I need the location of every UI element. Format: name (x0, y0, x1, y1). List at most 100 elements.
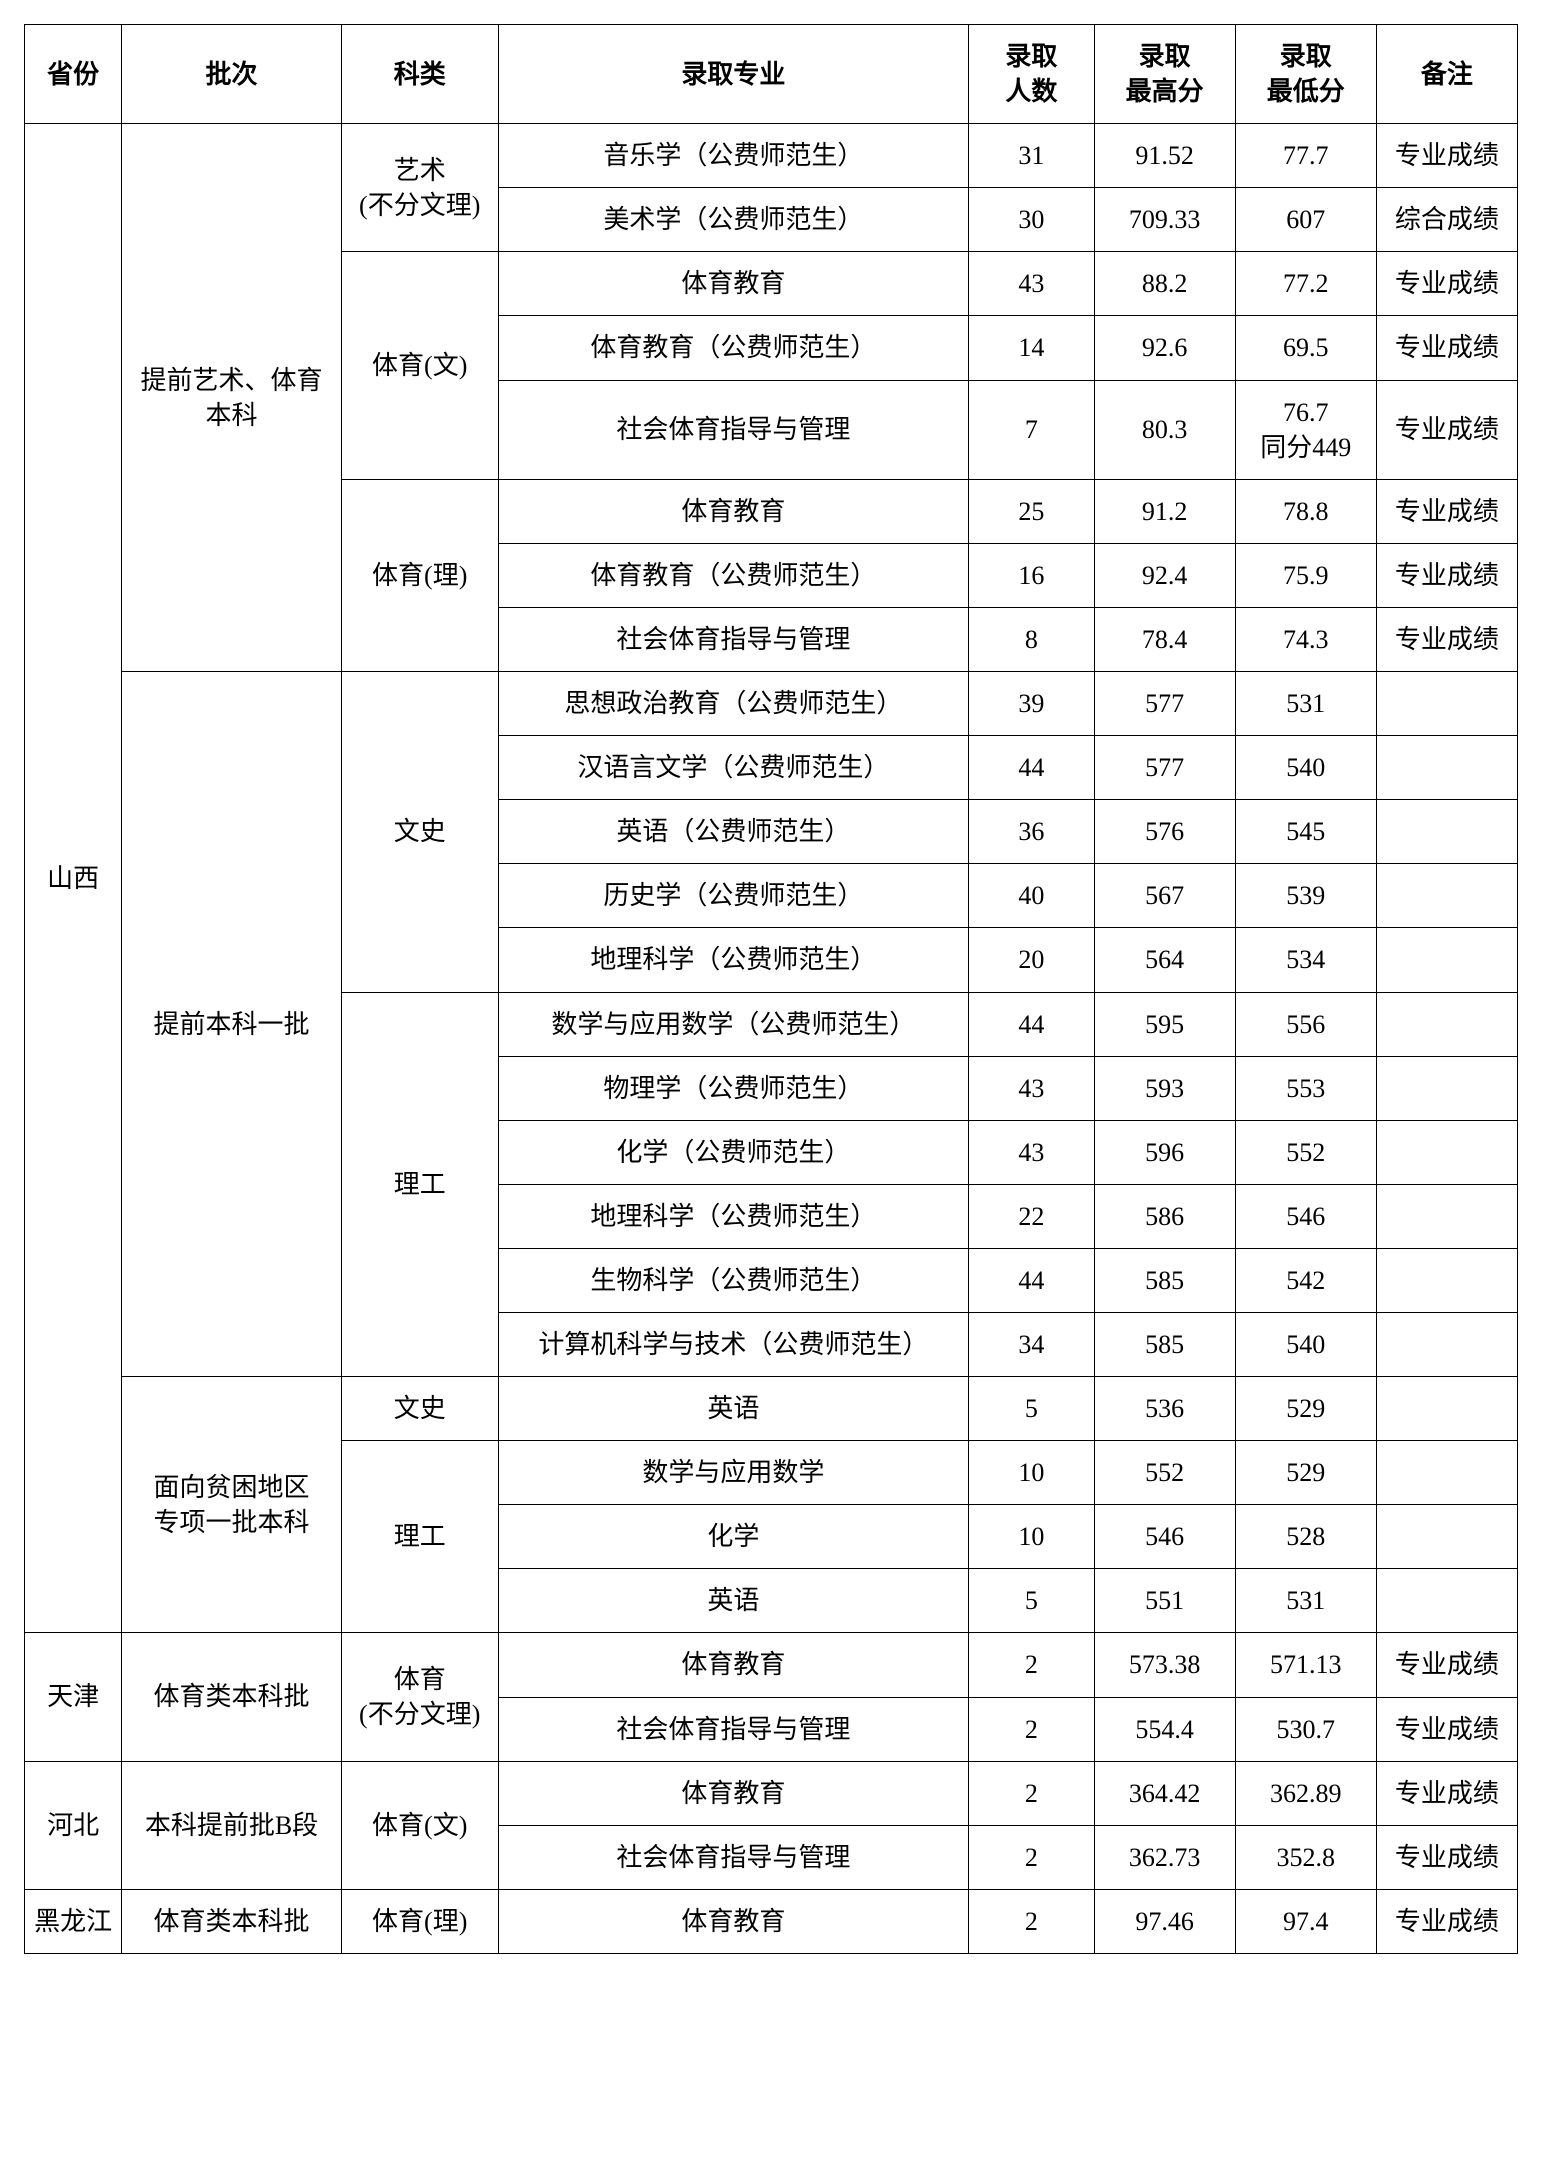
cell-high: 586 (1094, 1184, 1235, 1248)
cell-high: 92.4 (1094, 543, 1235, 607)
cell-province: 黑龙江 (25, 1889, 122, 1953)
cell-major: 生物科学（公费师范生） (498, 1248, 968, 1312)
cell-low: 553 (1235, 1056, 1376, 1120)
cell-high: 573.38 (1094, 1633, 1235, 1697)
cell-subject-l1: 体育 (348, 1662, 492, 1697)
cell-count: 39 (969, 672, 1094, 736)
cell-high: 709.33 (1094, 188, 1235, 252)
cell-count: 36 (969, 800, 1094, 864)
cell-subject: 体育(理) (341, 1889, 498, 1953)
cell-major: 历史学（公费师范生） (498, 864, 968, 928)
cell-batch: 本科提前批B段 (122, 1761, 342, 1889)
cell-subject: 体育(文) (341, 1761, 498, 1889)
cell-remark (1376, 672, 1517, 736)
cell-low: 529 (1235, 1441, 1376, 1505)
cell-high: 567 (1094, 864, 1235, 928)
cell-major: 汉语言文学（公费师范生） (498, 736, 968, 800)
cell-low: 77.2 (1235, 252, 1376, 316)
cell-remark: 综合成绩 (1376, 188, 1517, 252)
cell-low: 607 (1235, 188, 1376, 252)
cell-major: 英语（公费师范生） (498, 800, 968, 864)
col-count-l1: 录取 (975, 39, 1087, 74)
cell-low: 352.8 (1235, 1825, 1376, 1889)
cell-low: 528 (1235, 1505, 1376, 1569)
cell-low: 78.8 (1235, 479, 1376, 543)
cell-high: 552 (1094, 1441, 1235, 1505)
cell-remark (1376, 1569, 1517, 1633)
cell-batch: 提前本科一批 (122, 672, 342, 1377)
cell-remark: 专业成绩 (1376, 1633, 1517, 1697)
cell-remark (1376, 1056, 1517, 1120)
cell-major: 化学 (498, 1505, 968, 1569)
cell-major: 社会体育指导与管理 (498, 1825, 968, 1889)
col-low: 录取 最低分 (1235, 25, 1376, 124)
cell-remark: 专业成绩 (1376, 1697, 1517, 1761)
cell-batch: 提前艺术、体育 本科 (122, 124, 342, 672)
table-row: 山西 提前艺术、体育 本科 艺术 (不分文理) 音乐学（公费师范生） 31 91… (25, 124, 1518, 188)
cell-low: 530.7 (1235, 1697, 1376, 1761)
col-high: 录取 最高分 (1094, 25, 1235, 124)
cell-remark (1376, 1505, 1517, 1569)
cell-high: 564 (1094, 928, 1235, 992)
cell-major: 美术学（公费师范生） (498, 188, 968, 252)
cell-low: 552 (1235, 1120, 1376, 1184)
cell-low: 97.4 (1235, 1889, 1376, 1953)
cell-low: 77.7 (1235, 124, 1376, 188)
cell-count: 20 (969, 928, 1094, 992)
cell-high: 364.42 (1094, 1761, 1235, 1825)
cell-major: 体育教育（公费师范生） (498, 543, 968, 607)
cell-major: 地理科学（公费师范生） (498, 1184, 968, 1248)
cell-count: 5 (969, 1377, 1094, 1441)
cell-remark (1376, 800, 1517, 864)
cell-batch-l2: 本科 (128, 398, 335, 433)
cell-subject: 理工 (341, 992, 498, 1377)
cell-remark (1376, 864, 1517, 928)
cell-low: 545 (1235, 800, 1376, 864)
cell-count: 5 (969, 1569, 1094, 1633)
cell-high: 596 (1094, 1120, 1235, 1184)
cell-count: 34 (969, 1312, 1094, 1376)
cell-major: 音乐学（公费师范生） (498, 124, 968, 188)
cell-remark: 专业成绩 (1376, 543, 1517, 607)
cell-subject: 体育(文) (341, 252, 498, 479)
cell-count: 2 (969, 1633, 1094, 1697)
cell-remark: 专业成绩 (1376, 479, 1517, 543)
col-count-l2: 人数 (975, 74, 1087, 109)
cell-low-l2: 同分449 (1242, 430, 1370, 465)
cell-count: 16 (969, 543, 1094, 607)
cell-remark (1376, 1312, 1517, 1376)
cell-batch-l1: 面向贫困地区 (128, 1470, 335, 1505)
cell-count: 2 (969, 1889, 1094, 1953)
cell-high: 585 (1094, 1312, 1235, 1376)
cell-low: 540 (1235, 1312, 1376, 1376)
cell-high: 577 (1094, 736, 1235, 800)
cell-count: 10 (969, 1441, 1094, 1505)
cell-remark: 专业成绩 (1376, 380, 1517, 479)
cell-major: 体育教育 (498, 479, 968, 543)
cell-high: 78.4 (1094, 607, 1235, 671)
col-count: 录取 人数 (969, 25, 1094, 124)
cell-major: 体育教育（公费师范生） (498, 316, 968, 380)
cell-high: 546 (1094, 1505, 1235, 1569)
cell-province: 河北 (25, 1761, 122, 1889)
cell-remark: 专业成绩 (1376, 252, 1517, 316)
cell-major: 数学与应用数学 (498, 1441, 968, 1505)
cell-low: 362.89 (1235, 1761, 1376, 1825)
cell-province: 山西 (25, 124, 122, 1633)
cell-count: 7 (969, 380, 1094, 479)
cell-batch: 体育类本科批 (122, 1633, 342, 1761)
cell-remark (1376, 1377, 1517, 1441)
col-low-l2: 最低分 (1242, 74, 1370, 109)
cell-batch-l2: 专项一批本科 (128, 1505, 335, 1540)
table-row: 提前本科一批 文史 思想政治教育（公费师范生） 39 577 531 (25, 672, 1518, 736)
cell-count: 2 (969, 1761, 1094, 1825)
cell-major: 社会体育指导与管理 (498, 380, 968, 479)
cell-high: 92.6 (1094, 316, 1235, 380)
cell-remark: 专业成绩 (1376, 1889, 1517, 1953)
cell-low: 529 (1235, 1377, 1376, 1441)
col-high-l2: 最高分 (1101, 74, 1229, 109)
cell-remark (1376, 736, 1517, 800)
cell-major: 英语 (498, 1569, 968, 1633)
cell-low: 75.9 (1235, 543, 1376, 607)
cell-low: 76.7 同分449 (1235, 380, 1376, 479)
